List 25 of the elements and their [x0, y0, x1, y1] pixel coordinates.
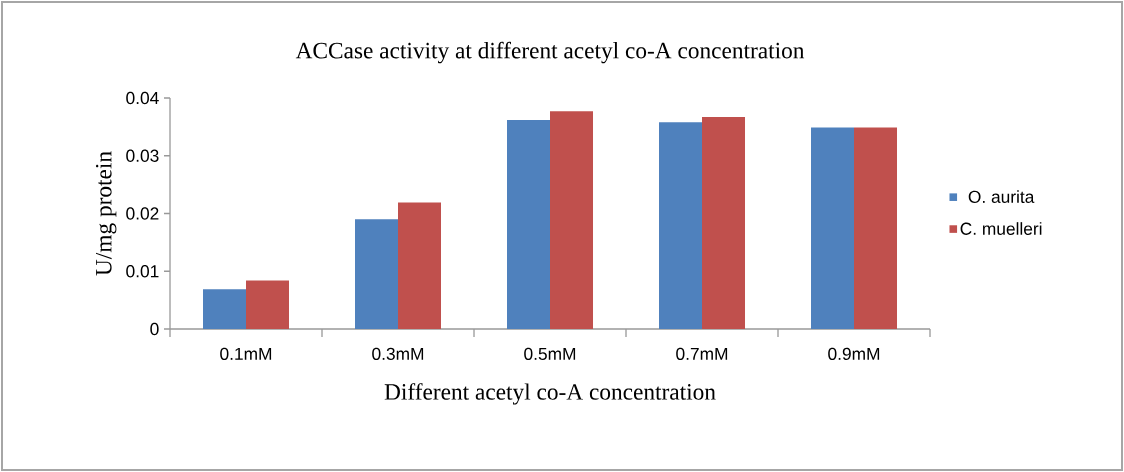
- bar: [702, 117, 746, 329]
- legend-label: C. muelleri: [960, 222, 1042, 235]
- bar: [246, 280, 289, 329]
- bar: [507, 119, 550, 329]
- x-axis-title: Different acetyl co-A concentration: [384, 383, 716, 405]
- x-tick-label: 0.1mM: [220, 347, 272, 360]
- y-tick-label: 0.04: [126, 91, 159, 105]
- y-tick-label: 0.03: [126, 149, 159, 162]
- bar: [854, 127, 898, 329]
- bar: [811, 127, 855, 329]
- y-axis-title: U/mg protein: [95, 151, 117, 276]
- x-tick-label: 0.3mM: [372, 347, 424, 360]
- bar: [550, 111, 594, 329]
- bar: [355, 219, 398, 329]
- y-tick-label: 0.02: [126, 207, 159, 220]
- y-tick-label: 0: [150, 322, 159, 336]
- bar: [398, 202, 441, 329]
- x-tick-label: 0.9mM: [828, 347, 880, 360]
- x-tick-label: 0.7mM: [676, 347, 728, 360]
- y-tick-label: 0.01: [126, 265, 159, 278]
- bar: [659, 122, 703, 329]
- x-tick-label: 0.5mM: [524, 347, 576, 360]
- legend-label: O. aurita: [968, 190, 1035, 203]
- bar: [203, 289, 247, 329]
- chart-title: ACCase activity at different acetyl co-A concentration: [295, 41, 805, 64]
